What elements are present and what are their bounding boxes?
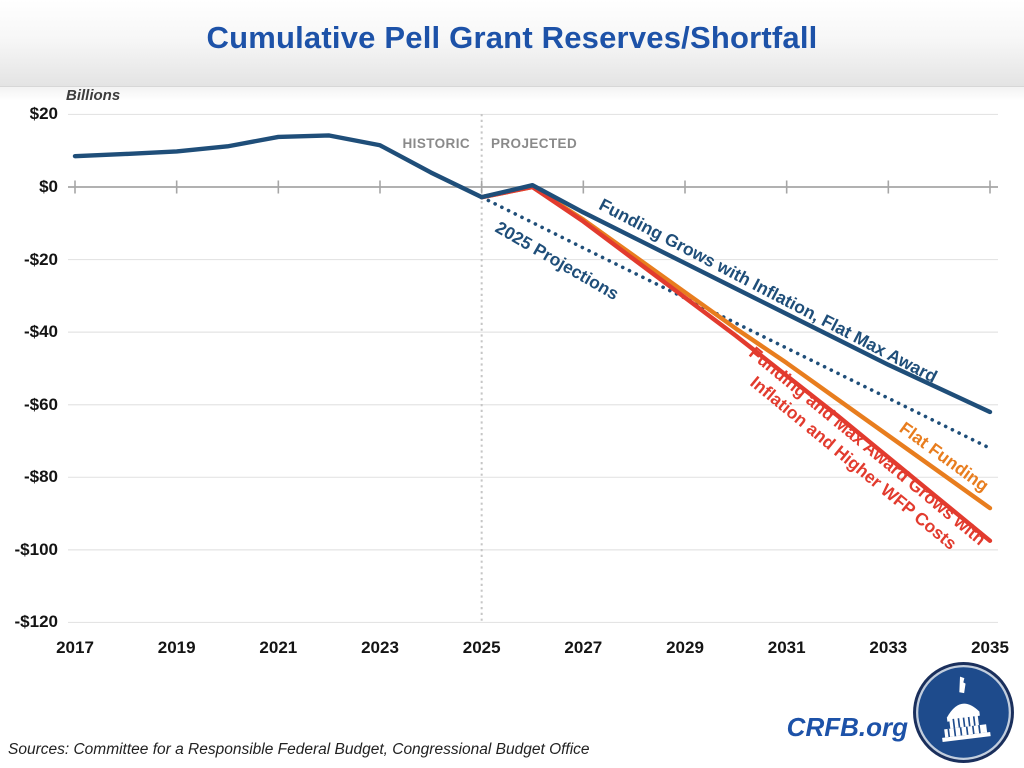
x-axis-tick-label: 2031	[767, 638, 806, 657]
projected-period-label: PROJECTED	[491, 136, 578, 151]
y-axis-tick-label: $20	[29, 104, 58, 124]
series-line-0	[72, 133, 484, 200]
series-line-2	[479, 184, 993, 511]
series-line-3	[479, 184, 993, 543]
x-axis-tick-label: 2029	[666, 638, 704, 657]
series-line-1	[479, 182, 993, 415]
x-axis-tick-label: 2023	[361, 638, 399, 657]
series-line-4	[479, 195, 992, 451]
y-axis-unit-label: Billions	[66, 87, 121, 104]
y-axis-tick-label: $0	[39, 177, 58, 196]
historic-period-label: HISTORIC	[402, 136, 470, 151]
x-axis-tick-label: 2019	[157, 638, 196, 657]
y-axis-tick-label: -$40	[23, 322, 58, 342]
y-axis-tick-label: -$100	[14, 539, 58, 559]
x-axis-tick-label: 2027	[564, 638, 603, 657]
x-axis-tick-label: 2025	[462, 638, 501, 657]
y-axis-tick-label: -$80	[23, 467, 58, 487]
y-axis-tick-label: -$120	[14, 612, 58, 632]
sources-note: Sources: Committee for a Responsible Fed…	[8, 741, 590, 758]
header-fade	[0, 87, 1024, 101]
y-axis-tick-label: -$20	[23, 249, 58, 269]
x-axis-tick-label: 2033	[869, 638, 908, 657]
header-band	[0, 0, 1024, 87]
capitol-dome-logo-icon	[912, 661, 1015, 764]
x-axis-tick-label: 2017	[56, 638, 94, 657]
crfb-org-wordmark: CRFB.org	[786, 712, 908, 742]
page-title: Cumulative Pell Grant Reserves/Shortfall	[206, 20, 818, 55]
x-axis-tick-label: 2021	[259, 638, 298, 657]
x-axis-tick-label: 2035	[971, 638, 1009, 657]
y-axis-tick-label: -$60	[23, 394, 58, 414]
